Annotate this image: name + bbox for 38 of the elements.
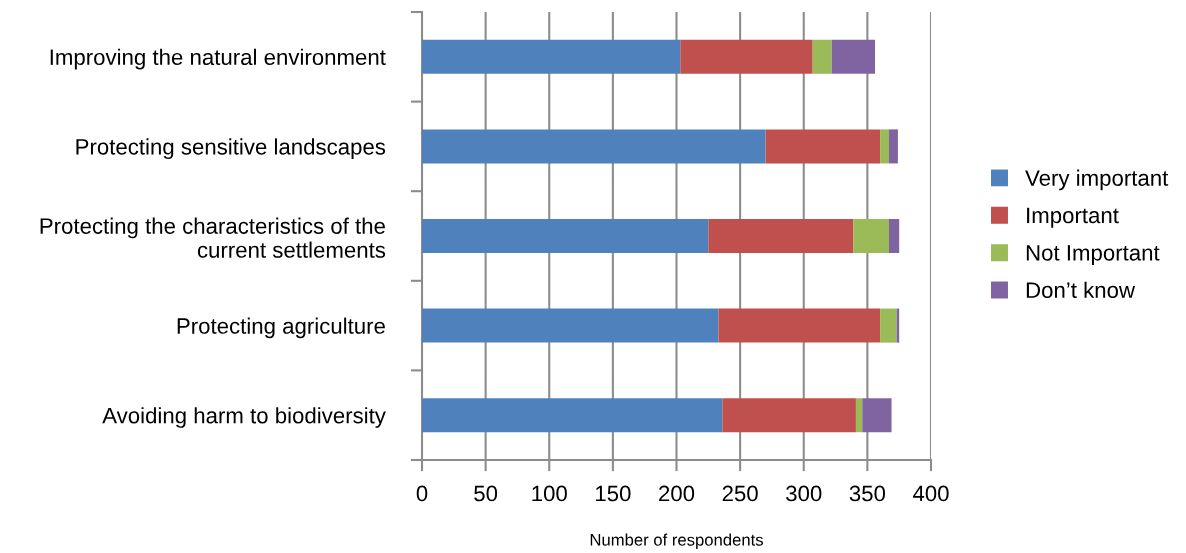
legend-label: Don’t know <box>1026 281 1136 299</box>
y-tick-label: Protecting the characteristics of the current settlements <box>40 217 386 258</box>
bar <box>718 308 881 343</box>
y-tick-label: Protecting agriculture <box>177 317 385 339</box>
bar <box>765 129 881 164</box>
x-tick-label: 300 <box>786 485 822 502</box>
bar <box>422 398 723 433</box>
x-tick-label: 150 <box>596 485 631 502</box>
bar <box>880 129 890 164</box>
bar <box>708 218 854 254</box>
x-tick-label: 100 <box>532 485 567 502</box>
legend-label: Important <box>1027 207 1119 228</box>
y-tick-label: Improving the natural environment <box>50 48 386 70</box>
x-tick-label: 400 <box>912 485 949 502</box>
x-tick-label: 0 <box>416 485 428 502</box>
x-tick-label: 250 <box>722 485 758 502</box>
bar <box>422 39 681 74</box>
bar <box>680 39 813 74</box>
x-tick-label: 50 <box>474 485 498 502</box>
legend-label: Not Important <box>1026 245 1160 266</box>
x-axis-title: Number of respondents <box>590 533 763 550</box>
y-tick-label: Protecting sensitive landscapes <box>76 138 386 160</box>
bar <box>812 39 832 74</box>
bar <box>855 398 863 433</box>
y-tick-label: Avoiding harm to biodiversity <box>102 407 386 428</box>
bar <box>422 218 709 254</box>
x-tick-label: 350 <box>849 485 886 502</box>
bar <box>831 39 876 74</box>
x-tick-label: 200 <box>659 485 695 502</box>
legend-label: Very important <box>1025 169 1169 191</box>
bar <box>862 398 892 433</box>
bar <box>880 308 897 343</box>
bar <box>889 129 898 164</box>
bar <box>422 308 719 343</box>
bar <box>853 218 890 254</box>
bar <box>889 218 900 254</box>
bar <box>722 398 856 433</box>
bar <box>422 129 766 164</box>
